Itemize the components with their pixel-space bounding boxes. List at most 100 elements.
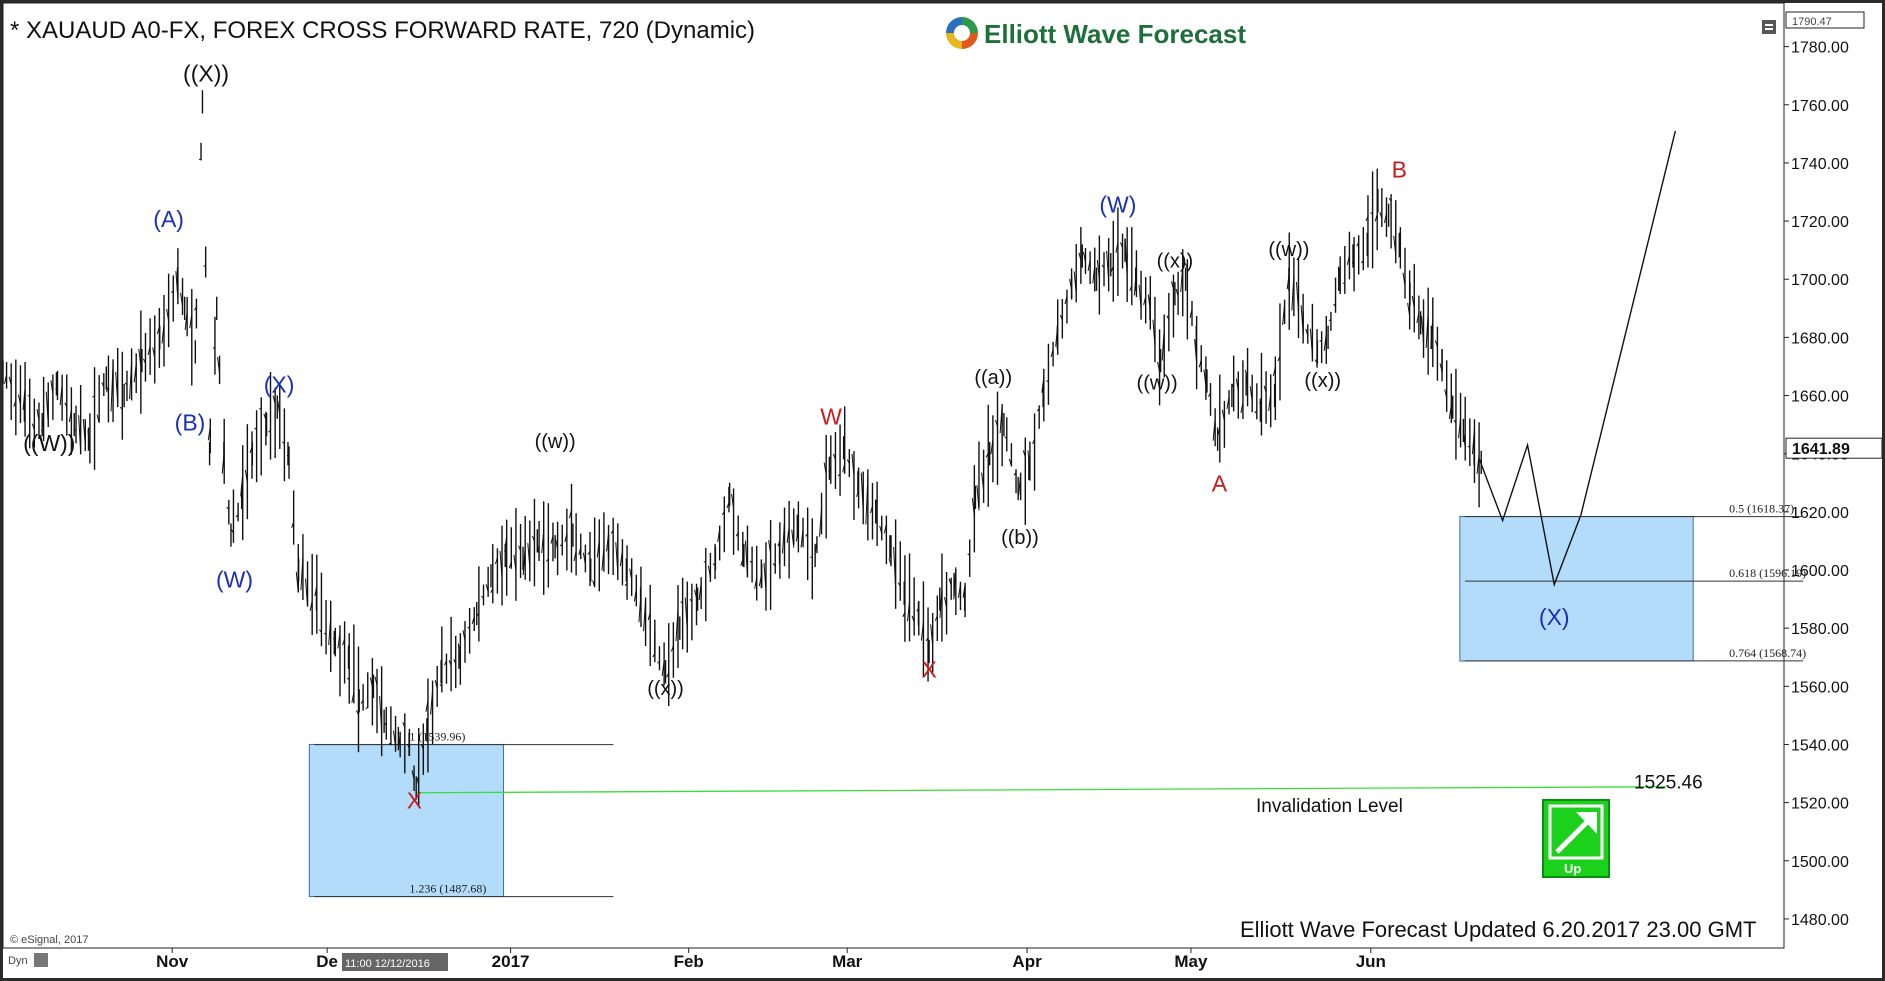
price-bar-open <box>1059 314 1063 321</box>
price-bar-open <box>328 616 332 646</box>
price-bar-open <box>1083 251 1086 263</box>
price-bar-open <box>740 559 744 566</box>
y-tick-label: 1700.00 <box>1791 272 1849 289</box>
price-bar-open <box>462 630 466 641</box>
price-bar-open <box>1360 260 1364 264</box>
price-bar-open <box>934 615 938 621</box>
price-bar-open <box>879 525 883 535</box>
price-bar-open <box>1379 212 1383 219</box>
price-bar-open <box>82 418 86 446</box>
wave-label: A <box>1212 470 1228 496</box>
price-bar-open <box>119 406 123 410</box>
price-bar-open <box>1370 212 1373 215</box>
price-bar-open <box>907 600 911 622</box>
price-bar-open <box>633 589 637 602</box>
price-bar-open <box>990 439 994 455</box>
price-bar-open <box>259 407 262 410</box>
fib-level-label: 0.618 (1596.19) <box>1729 566 1806 580</box>
price-bar-open <box>411 770 415 780</box>
chart-menu-icon[interactable] <box>1762 20 1776 34</box>
y-tick-label: 1500.00 <box>1791 854 1849 871</box>
price-bar-open <box>971 498 975 517</box>
price-bar-open <box>944 597 948 609</box>
wave-label: (A) <box>153 206 184 232</box>
price-bar-open <box>379 695 383 732</box>
price-bar-open <box>166 308 170 321</box>
price-bar-open <box>754 577 758 589</box>
price-bar-open <box>527 543 531 568</box>
price-bar-open <box>161 323 165 344</box>
price-bar-open <box>203 265 206 268</box>
price-bar-open <box>430 690 434 715</box>
price-bar-open <box>78 415 82 453</box>
price-bar-open <box>309 600 313 611</box>
price-bar-open <box>624 582 628 586</box>
price-bar-open <box>402 722 406 728</box>
price-bar-open <box>68 410 72 423</box>
price-bar-open <box>425 700 429 712</box>
price-bar-open <box>1453 419 1457 424</box>
price-bar-open <box>356 710 359 715</box>
scroll-toggle-icon[interactable] <box>34 953 48 967</box>
price-bar-open <box>1277 356 1281 362</box>
price-bar-open <box>647 612 651 621</box>
price-bar-open <box>453 659 457 664</box>
price-bar-open <box>1157 361 1161 373</box>
price-bar-open <box>1120 242 1124 249</box>
price-bar-open <box>522 546 526 576</box>
price-bar-open <box>147 345 151 356</box>
x-tick-label: 2017 <box>492 952 530 971</box>
price-bar-open <box>351 692 355 703</box>
price-bar-open <box>319 629 322 633</box>
price-bar-open <box>596 539 600 558</box>
wave-label: (B) <box>175 409 206 435</box>
last-price-text: 1641.89 <box>1792 441 1850 458</box>
price-bar-open <box>675 608 679 642</box>
price-bar-open <box>360 699 364 704</box>
price-bar-open <box>1161 327 1165 361</box>
dyn-label[interactable]: Dyn <box>8 955 28 967</box>
price-bar-open <box>1365 216 1369 222</box>
price-bar-open <box>1106 251 1110 282</box>
y-tick-label: 1740.00 <box>1791 156 1849 173</box>
price-bar-open <box>1143 296 1147 305</box>
x-tick-label: Apr <box>1012 952 1042 971</box>
price-bar-open <box>346 677 350 681</box>
price-bar-open <box>1254 410 1258 414</box>
price-bar-open <box>860 472 864 513</box>
price-bar-open <box>1166 315 1170 320</box>
price-bar-open <box>1032 439 1036 444</box>
x-tick-label: Feb <box>674 952 704 971</box>
price-bar-open <box>1458 417 1462 439</box>
price-bar-open <box>1448 404 1452 419</box>
x-tick-label: Nov <box>156 952 189 971</box>
logo-text: Elliott Wave Forecast <box>984 19 1246 49</box>
price-bar-open <box>721 511 725 516</box>
price-bar-open <box>499 550 503 579</box>
axis-layer: 1480.00 1500.00 1520.00 1540.00 1560.00 1580.… <box>156 40 1849 971</box>
price-bar-open <box>272 395 276 405</box>
price-bar-open <box>541 530 545 554</box>
price-bar-open <box>305 578 309 607</box>
invalidation-value: 1525.46 <box>1634 773 1703 794</box>
price-bar-open <box>1064 296 1068 305</box>
price-bar-open <box>1152 319 1156 347</box>
price-bar-open <box>1476 453 1480 474</box>
price-bar-open <box>555 539 559 550</box>
price-bar-open <box>1416 312 1420 324</box>
price-bar-open <box>846 459 850 464</box>
price-bar-open <box>1296 281 1299 313</box>
fib-target-box <box>1459 515 1694 662</box>
price-bar-open <box>1170 281 1174 290</box>
price-bar-open <box>823 462 827 475</box>
x-tick-label: De <box>316 952 338 971</box>
price-bar-open <box>152 347 156 359</box>
price-bar-open <box>416 776 420 786</box>
price-bar-open <box>110 362 114 412</box>
price-bar-open <box>17 394 21 405</box>
price-bar-open <box>837 474 841 477</box>
price-bar-open <box>1189 309 1193 318</box>
price-bar-open <box>1471 427 1475 455</box>
price-bar-open <box>45 391 49 425</box>
price-bar-open <box>925 637 929 642</box>
